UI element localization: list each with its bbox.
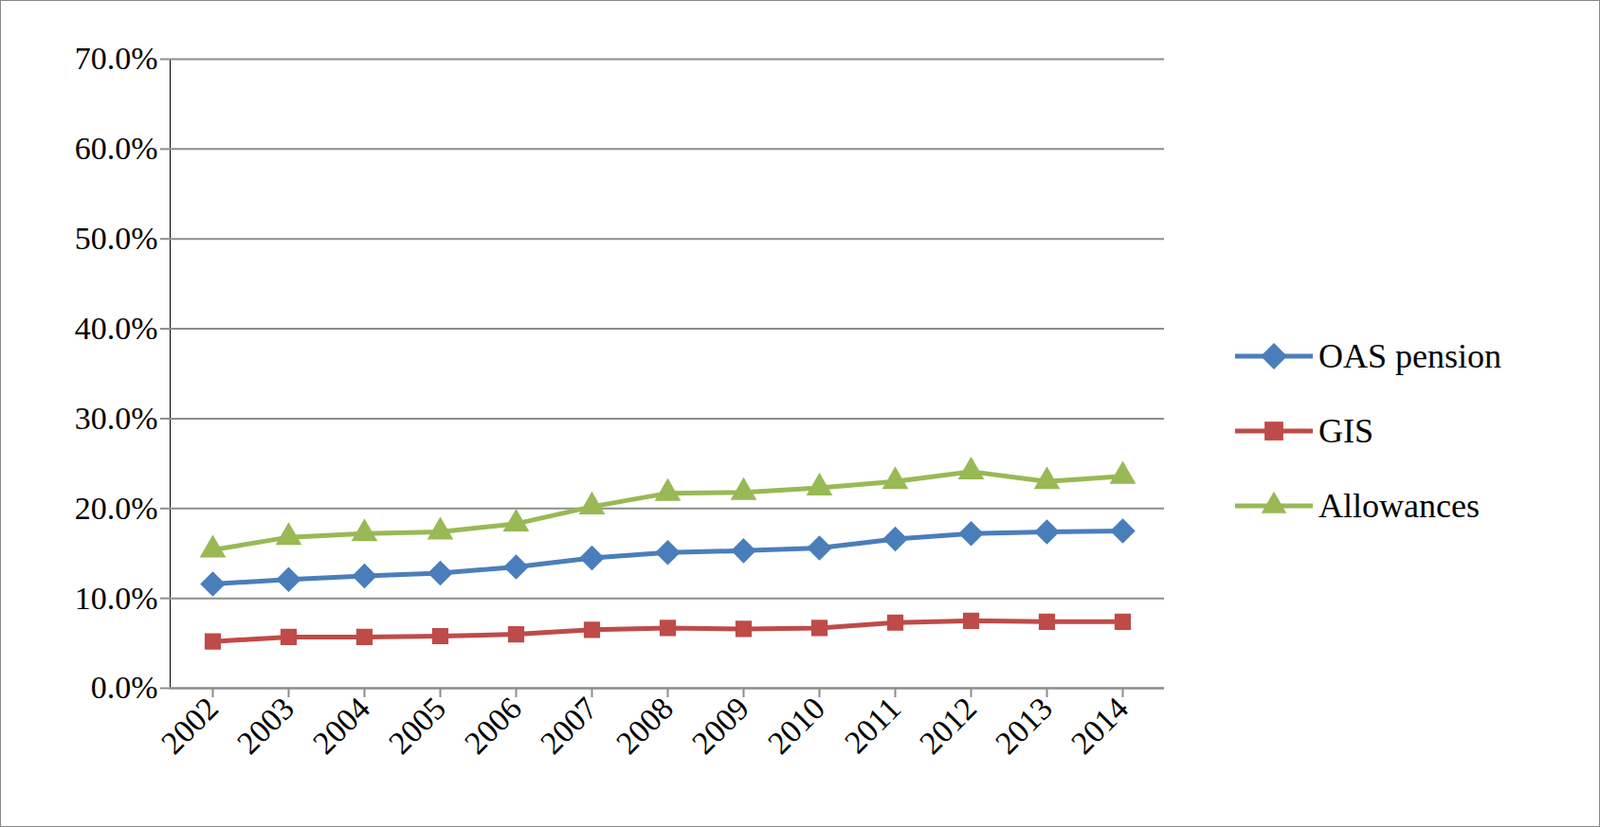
svg-text:20.0%: 20.0%	[74, 490, 159, 527]
svg-text:0.0%: 0.0%	[90, 670, 159, 706]
svg-text:2004: 2004	[306, 690, 377, 762]
svg-text:50.0%: 50.0%	[74, 220, 159, 256]
svg-text:2007: 2007	[533, 690, 604, 762]
svg-text:30.0%: 30.0%	[74, 400, 159, 437]
svg-text:70.0%: 70.0%	[74, 40, 159, 76]
svg-text:2009: 2009	[685, 690, 756, 762]
svg-text:60.0%: 60.0%	[74, 130, 159, 166]
svg-text:2014: 2014	[1064, 690, 1135, 762]
svg-text:2008: 2008	[609, 690, 680, 762]
html-text:GIS: GIS	[1318, 411, 1374, 450]
svg-text:2003: 2003	[230, 690, 301, 762]
svg-text:10.0%: 10.0%	[74, 581, 159, 617]
svg-text:40.0%: 40.0%	[74, 310, 159, 346]
svg-text:2012: 2012	[912, 690, 983, 762]
svg-text:2005: 2005	[381, 690, 453, 762]
html-text:Allowances: Allowances	[1318, 486, 1480, 525]
svg-text:2002: 2002	[154, 690, 225, 762]
svg-text:2013: 2013	[988, 690, 1059, 762]
svg-text:2011: 2011	[837, 690, 908, 761]
svg-text:2010: 2010	[761, 690, 832, 762]
svg-text:2006: 2006	[457, 690, 528, 762]
html-text:OAS pension: OAS pension	[1318, 336, 1502, 375]
